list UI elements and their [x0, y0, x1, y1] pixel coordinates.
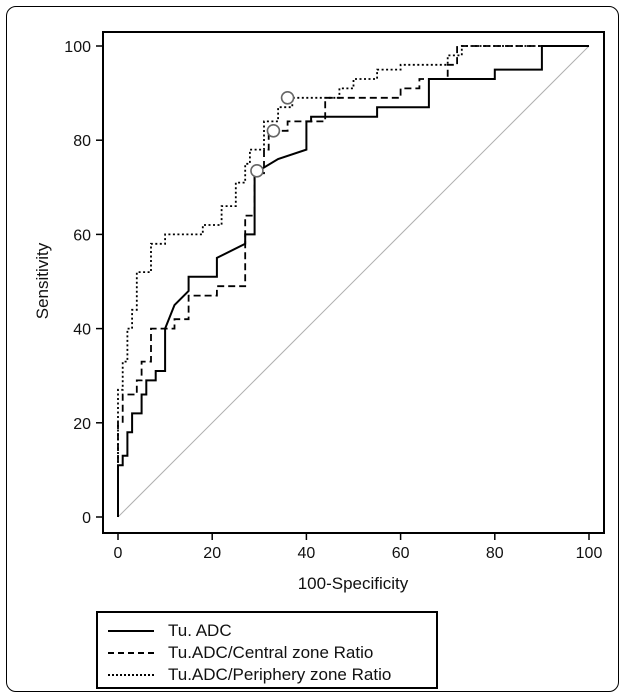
y-tick-label: 100 [64, 39, 91, 56]
plot-frame [102, 31, 605, 534]
legend-swatch-dashed [108, 652, 154, 654]
legend-swatch-dotted [108, 674, 154, 676]
x-axis-label: 100-Specificity [298, 574, 409, 593]
series-line-1 [117, 45, 589, 517]
x-tick-label: 60 [392, 545, 410, 562]
x-tick-label: 20 [203, 545, 221, 562]
series-layer [117, 45, 589, 517]
legend-item-central-zone-ratio: Tu.ADC/Central zone Ratio [108, 643, 373, 663]
legend-label: Tu.ADC/Periphery zone Ratio [168, 665, 392, 684]
x-tick-label: 0 [114, 545, 123, 562]
x-tick-label: 100 [576, 545, 603, 562]
optimal-cutoff-marker-1 [250, 164, 264, 178]
optimal-cutoff-marker-3 [280, 91, 295, 105]
y-tick-label: 40 [73, 322, 91, 339]
y-tick-label: 20 [73, 416, 91, 433]
reference-diagonal [117, 45, 590, 518]
y-axis-label: Sensitivity [33, 242, 52, 319]
series-line-3 [117, 45, 589, 517]
legend-swatch-solid [108, 630, 154, 632]
legend: Tu. ADC Tu.ADC/Central zone Ratio Tu.ADC… [96, 611, 438, 689]
marker-layer [250, 91, 295, 178]
x-tick-label: 80 [486, 545, 504, 562]
legend-item-periphery-zone-ratio: Tu.ADC/Periphery zone Ratio [108, 665, 391, 685]
reference-line [117, 45, 590, 518]
legend-label: Tu.ADC/Central zone Ratio [168, 643, 374, 662]
legend-item-tu-adc: Tu. ADC [108, 621, 232, 641]
y-tick-label: 80 [73, 133, 91, 150]
legend-label: Tu. ADC [168, 621, 232, 640]
y-tick-label: 60 [73, 227, 91, 244]
figure-frame [6, 6, 619, 692]
optimal-cutoff-marker-2 [266, 123, 281, 138]
x-tick-label: 40 [298, 545, 316, 562]
y-tick-label: 0 [82, 510, 91, 527]
series-line-2 [117, 45, 589, 517]
axes: 0 20 40 60 80 100 0 20 40 60 80 100 [64, 31, 605, 562]
